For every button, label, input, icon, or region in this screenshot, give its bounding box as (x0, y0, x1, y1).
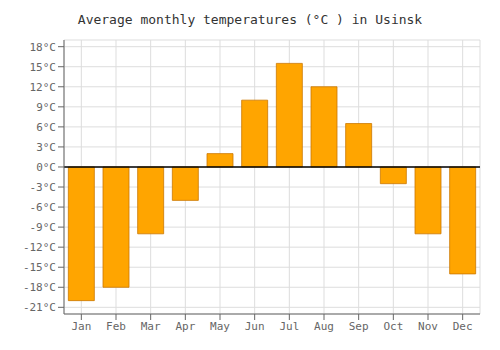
svg-text:Nov: Nov (418, 320, 438, 333)
svg-text:-6°C: -6°C (30, 201, 57, 214)
svg-text:Sep: Sep (349, 320, 369, 333)
svg-text:Jun: Jun (245, 320, 265, 333)
svg-text:Aug: Aug (314, 320, 334, 333)
svg-text:Oct: Oct (383, 320, 403, 333)
svg-text:-12°C: -12°C (23, 241, 56, 254)
svg-text:6°C: 6°C (36, 121, 56, 134)
svg-text:-3°C: -3°C (30, 181, 57, 194)
svg-text:Jan: Jan (71, 320, 91, 333)
svg-text:Apr: Apr (175, 320, 195, 333)
svg-text:9°C: 9°C (36, 101, 56, 114)
svg-text:0°C: 0°C (36, 161, 56, 174)
svg-text:-21°C: -21°C (23, 301, 56, 314)
html-text:Average monthly temperatures (: Average monthly temperatures (°C ) in Us… (77, 12, 423, 27)
svg-text:12°C: 12°C (30, 81, 57, 94)
svg-text:-15°C: -15°C (23, 261, 56, 274)
svg-text:Jul: Jul (279, 320, 299, 333)
svg-text:-18°C: -18°C (23, 281, 56, 294)
svg-text:-9°C: -9°C (30, 221, 57, 234)
svg-text:Feb: Feb (106, 320, 126, 333)
svg-text:18°C: 18°C (30, 41, 57, 54)
svg-text:3°C: 3°C (36, 141, 56, 154)
svg-text:May: May (210, 320, 230, 333)
svg-text:15°C: 15°C (30, 61, 57, 74)
svg-text:Dec: Dec (453, 320, 473, 333)
svg-text:Mar: Mar (141, 320, 161, 333)
